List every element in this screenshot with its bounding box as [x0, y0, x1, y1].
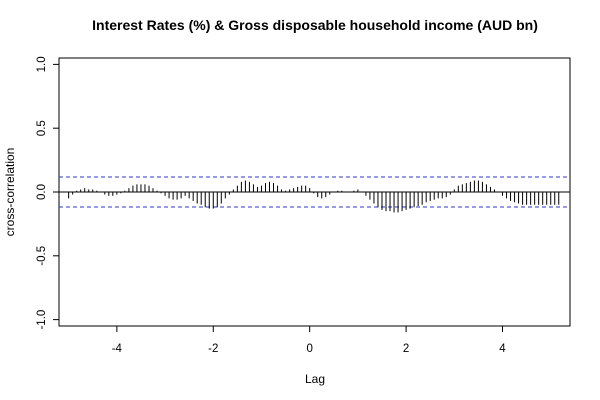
x-tick-label: -4	[112, 343, 123, 355]
y-tick-label: -1.0	[36, 310, 48, 330]
x-tick-label: -2	[208, 343, 218, 355]
y-tick-label: -0.5	[36, 246, 48, 266]
y-axis-label: cross-correlation	[3, 148, 17, 237]
chart-title: Interest Rates (%) & Gross disposable ho…	[92, 17, 538, 33]
x-tick-label: 4	[499, 343, 506, 355]
y-tick-label: 1.0	[36, 56, 48, 72]
ccf-bars	[68, 180, 560, 213]
y-axis: -1.0 -0.5 0.0 0.5 1.0	[36, 56, 59, 330]
x-axis: -4 -2 0 2 4	[112, 326, 506, 355]
x-tick-label: 2	[403, 343, 409, 355]
x-axis-label: Lag	[305, 372, 325, 386]
y-tick-label: 0.5	[36, 120, 48, 136]
x-tick-label: 0	[306, 343, 312, 355]
y-tick-label: 0.0	[36, 184, 48, 200]
